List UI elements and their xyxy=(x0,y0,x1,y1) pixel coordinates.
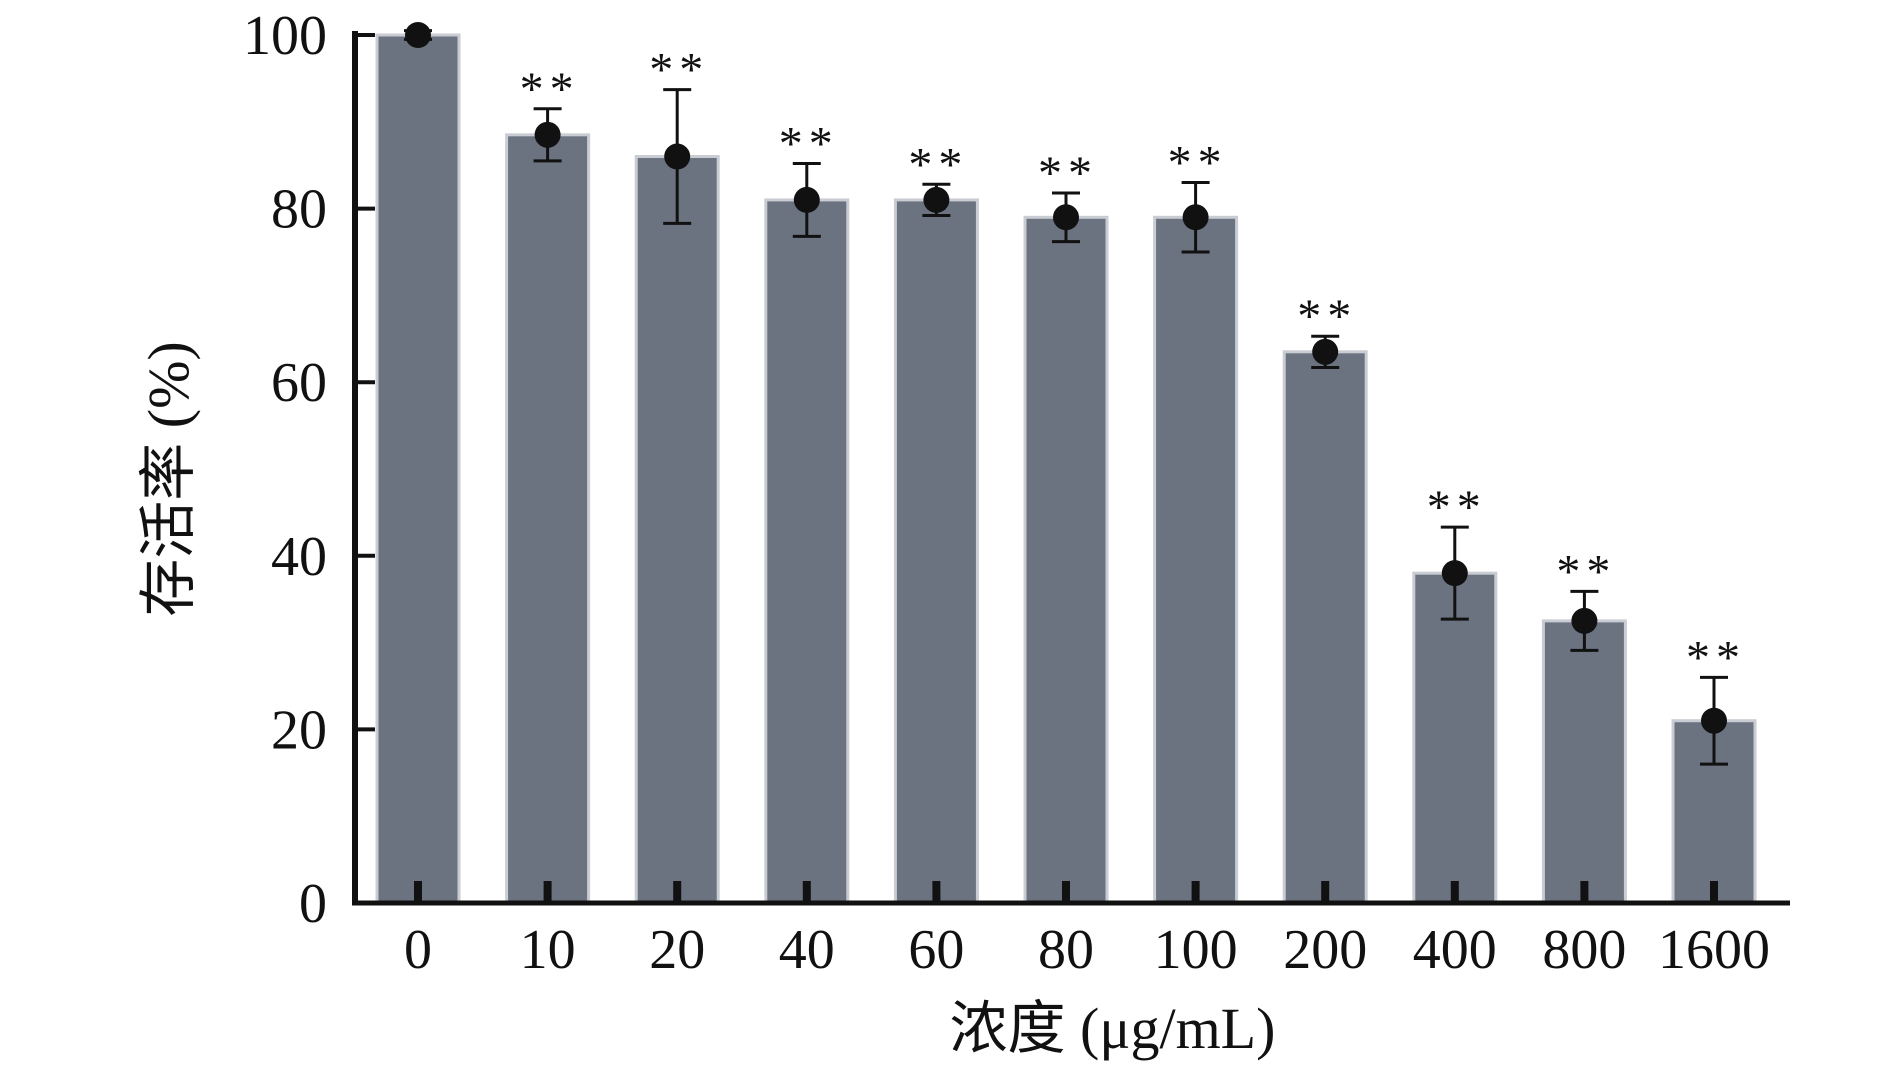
mean-point xyxy=(1182,204,1209,231)
significance-label: ** xyxy=(1556,545,1616,598)
mean-point xyxy=(1312,338,1339,365)
x-ticks-layer: 0 10 20 40 60 80 100 200 400 800 1600 xyxy=(404,881,1770,981)
mean-point xyxy=(1053,204,1079,231)
y-tick-label: 20 xyxy=(271,699,327,761)
x-axis-title: 浓度 (μg/mL) xyxy=(950,996,1276,1061)
bar xyxy=(893,198,979,905)
significance-label: ** xyxy=(649,44,709,97)
x-tick-label: 400 xyxy=(1413,919,1497,981)
x-tick-label: 10 xyxy=(520,919,576,981)
x-tick-label: 40 xyxy=(779,919,835,981)
significance-layer: ** ** ** ** ** ** ** ** ** ** xyxy=(520,44,1746,685)
bar xyxy=(505,133,591,905)
bar xyxy=(375,33,461,905)
x-tick-label: 100 xyxy=(1154,919,1238,981)
significance-label: ** xyxy=(908,138,968,191)
bar xyxy=(634,155,720,905)
significance-label: ** xyxy=(1297,290,1357,343)
y-tick-label: 0 xyxy=(299,873,327,935)
significance-label: ** xyxy=(1686,631,1746,684)
x-tick-label: 20 xyxy=(649,919,705,981)
x-tick-label: 800 xyxy=(1542,919,1626,981)
mean-point xyxy=(664,143,691,170)
bar xyxy=(1282,350,1368,905)
bar xyxy=(1541,619,1627,905)
significance-label: ** xyxy=(779,117,839,170)
mean-point xyxy=(1441,560,1468,587)
mean-point xyxy=(923,186,950,213)
bar xyxy=(1153,215,1239,905)
y-tick-label: 80 xyxy=(271,179,327,241)
mean-point xyxy=(405,22,431,48)
x-tick-label: 80 xyxy=(1038,919,1094,981)
x-tick-label: 0 xyxy=(404,919,432,981)
y-axis-title: 存活率 (%) xyxy=(136,341,201,616)
significance-label: ** xyxy=(1168,137,1228,190)
axes-layer xyxy=(352,31,1790,906)
y-tick-label: 100 xyxy=(243,5,327,67)
significance-label: ** xyxy=(1427,481,1487,534)
mean-point xyxy=(793,186,820,213)
error-bars-layer xyxy=(404,22,1728,766)
y-tick-label: 60 xyxy=(271,352,327,414)
mean-point xyxy=(1571,607,1598,634)
x-tick-label: 200 xyxy=(1283,919,1367,981)
bar xyxy=(764,198,850,905)
bar xyxy=(1023,215,1109,905)
mean-point xyxy=(534,121,561,148)
significance-label: ** xyxy=(520,63,580,116)
significance-label: ** xyxy=(1038,147,1098,200)
bar xyxy=(1412,571,1498,905)
x-tick-label: 1600 xyxy=(1658,919,1770,981)
x-tick-label: 60 xyxy=(908,919,964,981)
y-tick-label: 40 xyxy=(271,526,327,588)
mean-point xyxy=(1701,707,1727,734)
y-ticks-layer: 0 20 40 60 80 100 xyxy=(243,5,375,935)
